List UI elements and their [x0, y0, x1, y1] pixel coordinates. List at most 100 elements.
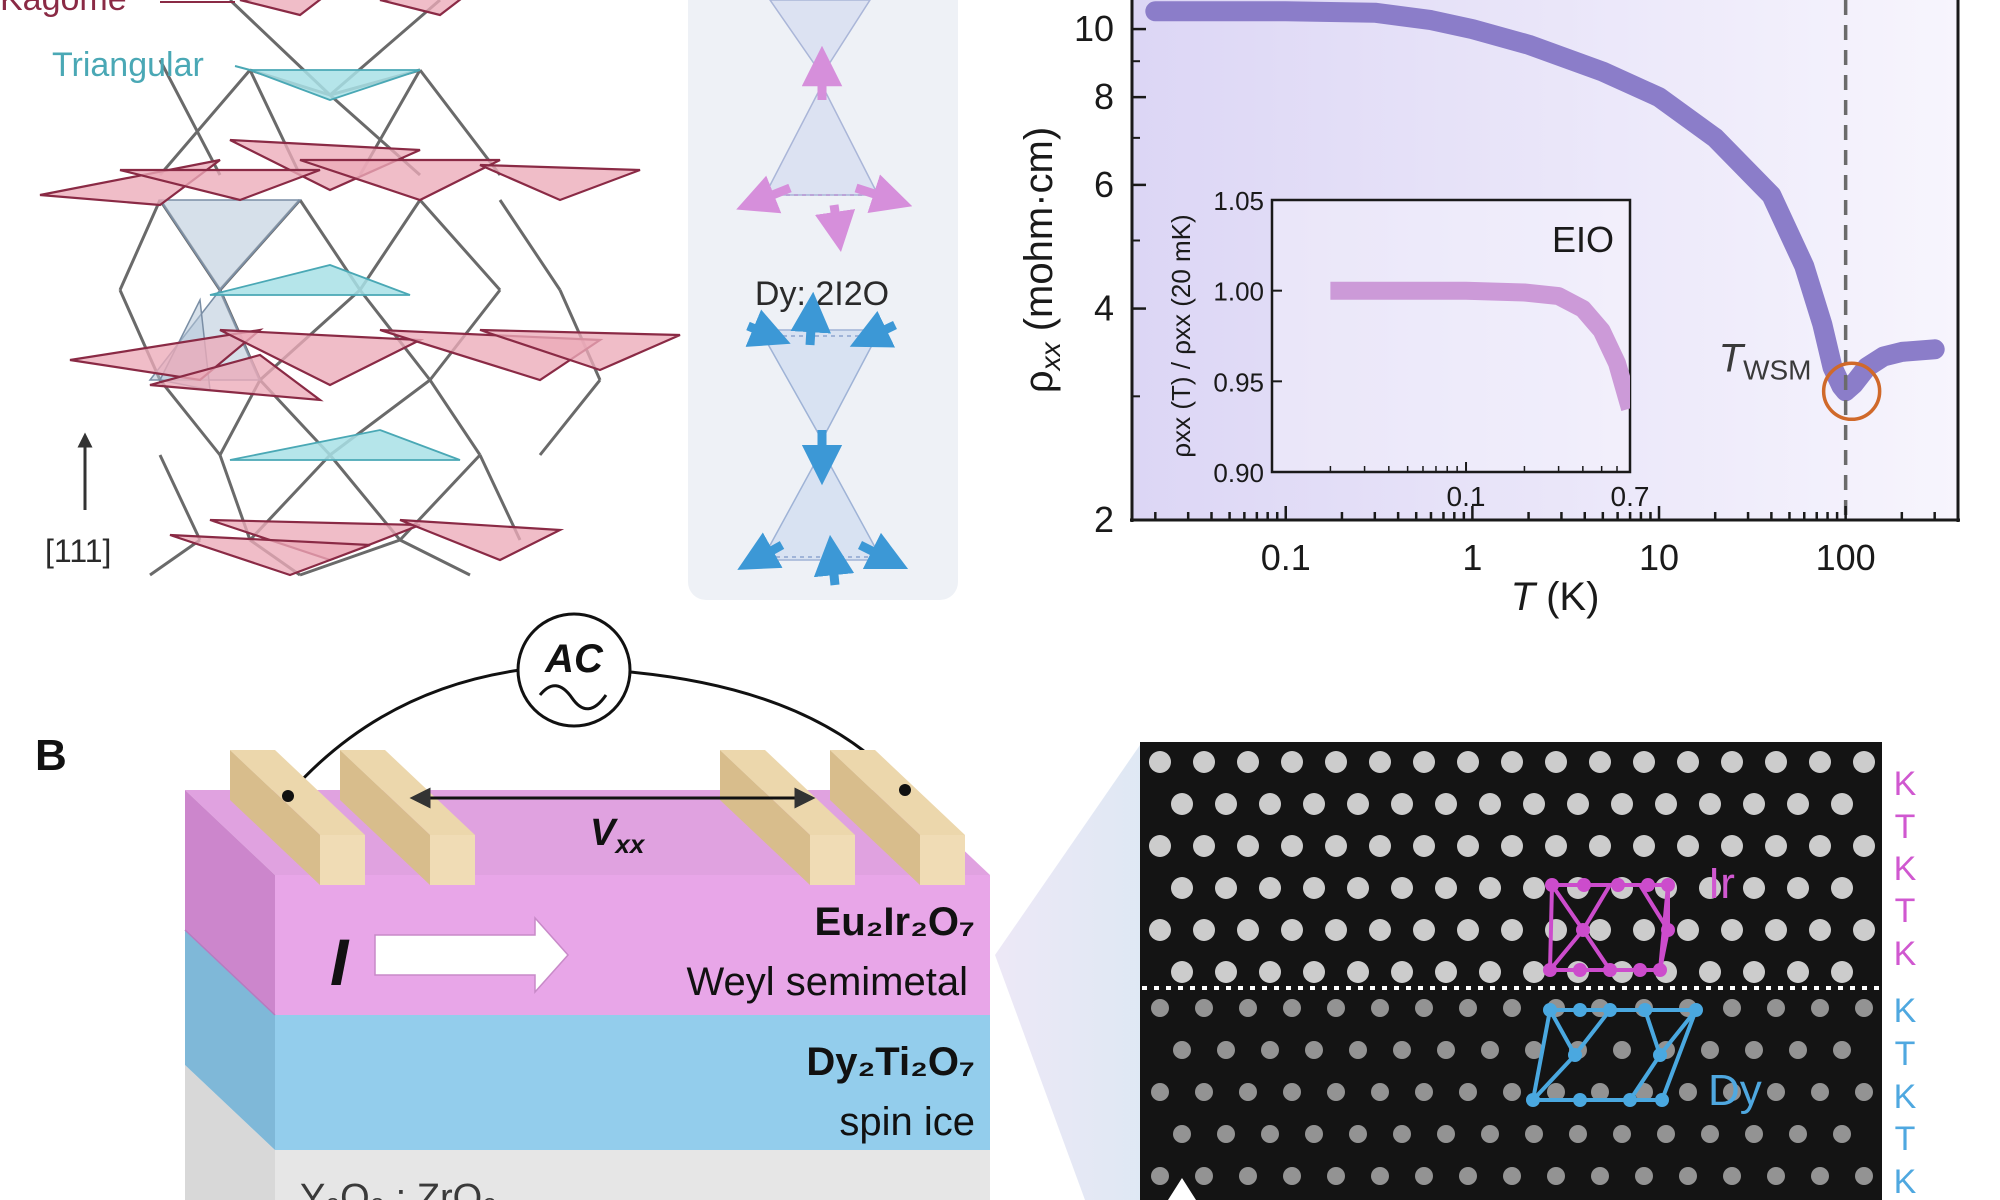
y-axis-label: ρxx (mohm·cm): [1017, 127, 1066, 393]
atom-column: [1171, 961, 1193, 983]
atom-column: [1325, 751, 1347, 773]
atom-column: [1217, 1041, 1235, 1059]
inset-y-tick-label: 1.05: [1213, 186, 1264, 216]
atom-column: [1831, 793, 1853, 815]
atom-column: [1303, 793, 1325, 815]
atom-column: [1633, 751, 1655, 773]
atom-column: [1171, 877, 1193, 899]
t-wsm-circle: [1821, 361, 1882, 422]
atom-column: [1767, 999, 1785, 1017]
stack-bottom-2: K: [1894, 1078, 1917, 1116]
atom-column: [1303, 877, 1325, 899]
atom-column: [1545, 919, 1567, 941]
stack-top-1: T: [1895, 808, 1916, 846]
atom-column: [1503, 1167, 1521, 1185]
blue-tetrahedra: [758, 329, 884, 561]
atom-column: [1371, 1083, 1389, 1101]
atom-column: [1501, 751, 1523, 773]
contact-dot-left: [282, 790, 294, 802]
atom-column: [1415, 1083, 1433, 1101]
atom-column: [1721, 751, 1743, 773]
atom-column: [1853, 751, 1875, 773]
atom-column: [1259, 793, 1281, 815]
atom-column: [1459, 999, 1477, 1017]
eio-formula: Eu₂Ir₂O₇: [815, 900, 975, 944]
atom-column: [1437, 1041, 1455, 1059]
atom-column: [1787, 877, 1809, 899]
stack-bottom-4: K: [1894, 1163, 1917, 1200]
atom-column: [1151, 1083, 1169, 1101]
atom-column: [1569, 1125, 1587, 1143]
electrodes: [230, 750, 965, 885]
atom-column: [1833, 1041, 1851, 1059]
x-axis-label: T (K): [1511, 575, 1600, 619]
contact-dot-right: [899, 784, 911, 796]
kagome-layers: [39, 0, 681, 577]
atom-column: [1677, 751, 1699, 773]
atom-column: [1589, 835, 1611, 857]
atom-column: [1613, 1041, 1631, 1059]
atom-column: [1217, 1125, 1235, 1143]
atom-column: [1261, 1125, 1279, 1143]
atom-column: [1767, 1083, 1785, 1101]
atom-column: [1855, 1083, 1873, 1101]
atom-column: [1611, 793, 1633, 815]
atom-column: [1503, 1083, 1521, 1101]
atom-column: [1589, 751, 1611, 773]
inset-eio-label: EIO: [1552, 219, 1614, 260]
atom-column: [1413, 919, 1435, 941]
atom-column: [1327, 999, 1345, 1017]
atom-column: [1743, 961, 1765, 983]
atom-column: [1699, 793, 1721, 815]
atom-column: [1259, 961, 1281, 983]
atom-column: [1677, 919, 1699, 941]
atom-column: [1195, 1167, 1213, 1185]
atom-column: [1283, 1167, 1301, 1185]
y-tick-label: 10: [1074, 8, 1114, 49]
atom-column: [1699, 877, 1721, 899]
atom-column: [1327, 1083, 1345, 1101]
atom-column: [1723, 1083, 1741, 1101]
atom-column: [1831, 877, 1853, 899]
atom-column: [1855, 1167, 1873, 1185]
atom-column: [1149, 751, 1171, 773]
atom-columns-bottom: [1151, 999, 1873, 1185]
atom-column: [1745, 1041, 1763, 1059]
atom-column: [1633, 835, 1655, 857]
atom-column: [1545, 835, 1567, 857]
y-tick-label: 6: [1094, 164, 1114, 205]
atom-column: [1655, 793, 1677, 815]
atom-column: [1787, 961, 1809, 983]
atom-column: [1239, 999, 1257, 1017]
atom-column: [1193, 919, 1215, 941]
atom-column: [1237, 751, 1259, 773]
atom-column: [1699, 961, 1721, 983]
eio-description: Weyl semimetal: [686, 960, 968, 1004]
atom-column: [1743, 793, 1765, 815]
atom-column: [1591, 1167, 1609, 1185]
current-arrow: [374, 916, 570, 994]
atom-column: [1545, 751, 1567, 773]
atom-column: [1391, 961, 1413, 983]
atom-column: [1591, 1083, 1609, 1101]
atom-column: [1283, 999, 1301, 1017]
atom-column: [1283, 1083, 1301, 1101]
atom-column: [1765, 751, 1787, 773]
atom-column: [1193, 751, 1215, 773]
atom-column: [1481, 1125, 1499, 1143]
inset-y-tick-label: 1.00: [1213, 277, 1264, 307]
atom-column: [1633, 919, 1655, 941]
stack-top-3: T: [1895, 892, 1916, 930]
stack-top-2: K: [1894, 850, 1917, 888]
atom-column: [1371, 1167, 1389, 1185]
atom-column: [1765, 835, 1787, 857]
x-tick-label: 10: [1639, 537, 1679, 578]
atom-column: [1567, 793, 1589, 815]
atom-column: [1767, 1167, 1785, 1185]
inset-y-tick-label: 0.95: [1213, 367, 1264, 397]
triangular-pointer: [234, 65, 251, 71]
atom-column: [1525, 1041, 1543, 1059]
spin-ice-layer: [275, 1015, 990, 1150]
dto-formula: Dy₂Ti₂O₇: [806, 1040, 975, 1084]
